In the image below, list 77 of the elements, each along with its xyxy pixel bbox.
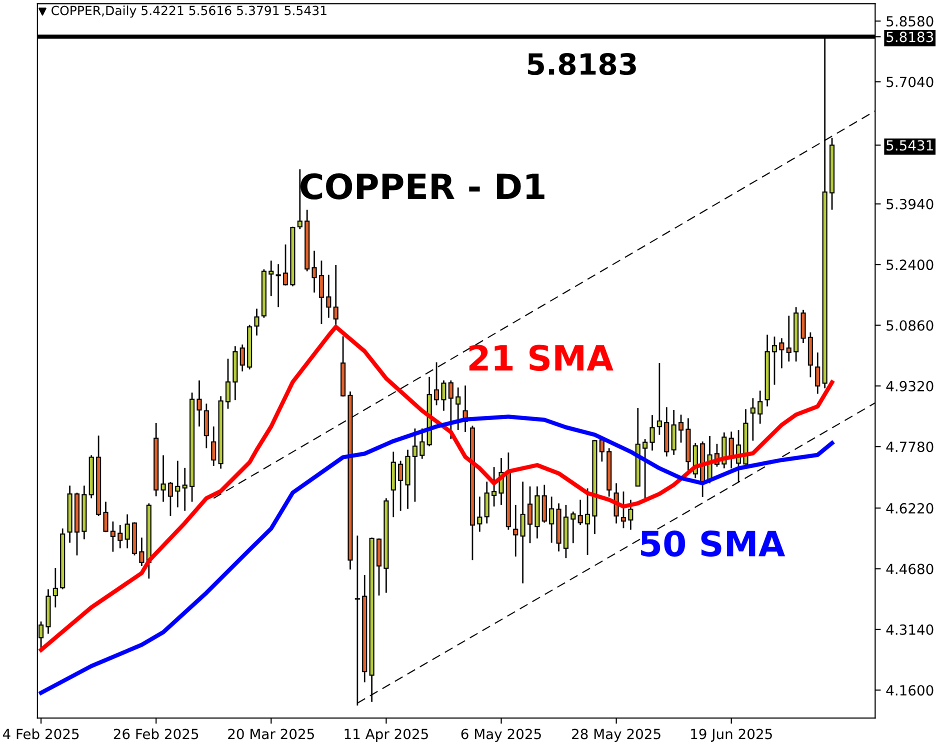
candlestick: [160, 454, 166, 502]
candlestick: [527, 486, 533, 544]
candlestick: [758, 390, 763, 424]
candlestick: [175, 460, 180, 508]
candlestick: [620, 490, 626, 529]
candlestick: [318, 260, 324, 325]
candlestick: [182, 467, 188, 512]
candlestick: [456, 386, 461, 431]
candlestick: [520, 480, 526, 584]
y-tick-label: 5.5431: [886, 140, 933, 151]
candlestick: [110, 520, 116, 553]
candlestick: [196, 380, 202, 428]
candlestick: [585, 488, 590, 556]
y-tick-label: 4.1600: [886, 685, 934, 696]
candlestick: [211, 426, 216, 467]
y-tick-label: 4.7780: [886, 442, 934, 452]
chart-subtitle: COPPER,Daily 5.4221 5.5616 5.3791 5.5431: [52, 6, 326, 18]
candlestick: [650, 414, 655, 452]
candlestick: [570, 510, 576, 544]
candlestick: [484, 480, 490, 524]
candlestick: [412, 428, 418, 502]
candlestick: [124, 514, 130, 549]
candlestick: [656, 362, 662, 436]
candlestick: [578, 499, 583, 526]
text: COPPER - D1: [300, 173, 544, 200]
candlestick: [492, 466, 497, 508]
x-tick-label: 6 May 2025: [461, 728, 541, 742]
candlestick: [225, 358, 231, 410]
candlestick: [434, 362, 440, 406]
candlestick: [549, 496, 554, 544]
y-tick-label: 4.3140: [886, 624, 934, 635]
y-tick-label: 4.4680: [886, 564, 934, 574]
y-tick-label: 5.7040: [886, 76, 934, 88]
y-tick-label: 5.2400: [886, 260, 934, 270]
series-label: 21 SMA: [469, 344, 614, 371]
line-series: [38, 324, 834, 652]
y-tick-label: 5.8580: [886, 16, 934, 27]
y-tick-label: 4.9320: [886, 380, 934, 392]
candlestick: [297, 168, 302, 230]
candlestick: [642, 438, 648, 500]
candlestick: [312, 250, 317, 294]
y-tick-label: 4.6220: [886, 503, 934, 514]
x-tick-label: 26 Feb 2025: [114, 728, 198, 740]
candlestick: [420, 428, 425, 460]
ref-line-label: 5.8183: [528, 52, 636, 76]
candlestick: [254, 308, 260, 336]
series-label: 50 SMA: [641, 530, 786, 557]
x-tick-label: 28 May 2025: [572, 728, 660, 742]
candlestick: [268, 260, 274, 297]
candlestick: [786, 315, 792, 362]
candlestick: [398, 460, 404, 512]
x-tick-label: 20 Mar 2025: [228, 728, 314, 740]
candlestick: [168, 481, 173, 517]
candlestick: [139, 536, 144, 567]
candlestick: [678, 414, 684, 444]
y-tick-label: 5.3940: [886, 198, 934, 210]
x-tick-label: 19 Jun 2025: [691, 728, 772, 742]
candlestick: [815, 352, 820, 395]
candlestick: [441, 380, 446, 412]
candlestick: [628, 499, 634, 530]
candlestick: [118, 524, 123, 549]
candlestick: [282, 244, 288, 286]
candlestick: [52, 567, 58, 608]
candlestick: [103, 501, 108, 533]
candlestick: [326, 274, 332, 318]
x-tick-label: 11 Apr 2025: [344, 728, 428, 742]
y-tick-label: 5.8183: [886, 32, 934, 42]
candlestick: [477, 496, 482, 532]
y-tick-label: 5.0860: [886, 320, 934, 331]
x-tick-label: 4 Feb 2025: [2, 728, 79, 740]
candlestick: [513, 504, 518, 558]
candlestick: [240, 344, 245, 372]
candlestick: [772, 336, 778, 386]
candlestick: [750, 397, 756, 442]
candlestick: [779, 338, 784, 369]
candlestick: [333, 264, 338, 326]
candlestick: [448, 380, 454, 440]
